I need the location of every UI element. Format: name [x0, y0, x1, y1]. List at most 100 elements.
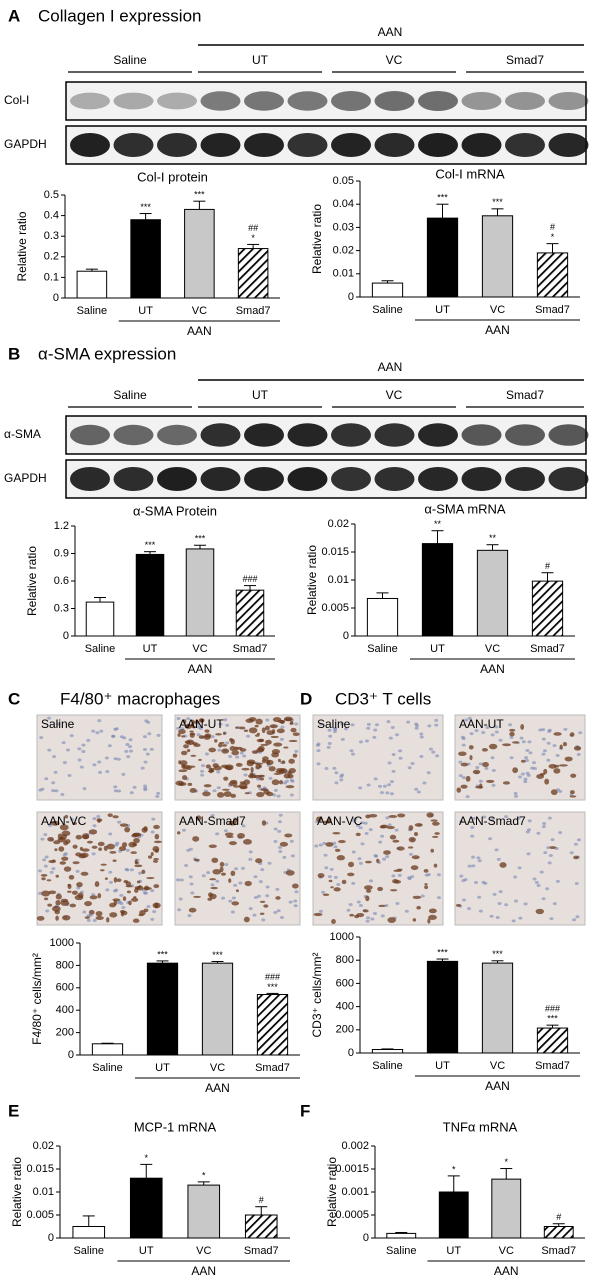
stain: [416, 905, 421, 910]
stain: [281, 760, 286, 765]
stain: [266, 730, 275, 736]
stain: [569, 732, 575, 737]
stain: [386, 825, 395, 830]
nucleus: [531, 761, 536, 765]
nucleus: [391, 769, 396, 773]
y-tick-label: 0: [363, 1232, 369, 1244]
nucleus: [54, 789, 59, 793]
nucleus: [117, 820, 122, 824]
nucleus: [265, 885, 270, 889]
x-tick-label: Smad7: [535, 304, 570, 316]
nucleus: [527, 740, 532, 744]
stain: [179, 760, 188, 766]
chart-title: Col-I protein: [137, 169, 208, 184]
stain: [192, 836, 200, 842]
nucleus: [243, 773, 248, 777]
x-tick-label: Saline: [386, 1245, 417, 1257]
nucleus: [555, 879, 560, 883]
nucleus: [358, 861, 363, 865]
nucleus: [143, 788, 148, 792]
panel-letter: A: [8, 6, 20, 25]
stain: [202, 791, 211, 797]
x-tick-label: Smad7: [535, 1060, 570, 1072]
panel-heading: CD3⁺ T cells: [335, 689, 431, 708]
group-label: UT: [252, 388, 269, 402]
stain: [333, 887, 341, 892]
x-tick-label: UT: [446, 1245, 461, 1257]
significance: ***: [437, 947, 448, 957]
stain: [62, 914, 71, 921]
nucleus: [184, 863, 189, 867]
nucleus: [215, 879, 220, 883]
blot-band: [505, 92, 545, 110]
stain: [224, 832, 234, 837]
stain: [186, 723, 190, 729]
stain: [262, 756, 269, 762]
x-tick-label: VC: [192, 305, 207, 317]
y-tick-label: 0.2: [44, 251, 59, 263]
x-tick-label: Saline: [73, 1245, 104, 1257]
stain: [67, 884, 72, 890]
nucleus: [176, 716, 181, 720]
bar: [421, 543, 454, 637]
stain: [235, 726, 239, 729]
y-tick-label: 0.02: [33, 1140, 54, 1152]
stain: [132, 832, 141, 837]
stain: [238, 783, 248, 789]
stain: [48, 890, 57, 895]
stain: [255, 858, 263, 864]
stain: [347, 861, 355, 868]
stain: [280, 768, 288, 774]
nucleus: [273, 827, 278, 831]
stain: [109, 902, 116, 908]
y-tick-label: 0.01: [33, 1186, 54, 1198]
stain: [222, 732, 226, 735]
stain: [80, 852, 89, 858]
stain: [569, 790, 575, 795]
nucleus: [496, 857, 501, 861]
stain: [235, 889, 239, 893]
stain: [263, 904, 269, 908]
nucleus: [471, 816, 476, 820]
nucleus: [248, 907, 253, 911]
nucleus: [75, 869, 80, 873]
blot-band: [70, 133, 110, 157]
nucleus: [340, 722, 345, 726]
y-tick-label: 0: [348, 1047, 354, 1059]
nucleus: [388, 736, 393, 740]
significance: *: [452, 1164, 456, 1174]
nucleus: [125, 848, 130, 852]
nucleus: [471, 855, 476, 859]
stain: [63, 841, 69, 846]
x-tick-label: VC: [485, 643, 500, 655]
stain: [141, 869, 146, 875]
nucleus: [216, 770, 221, 774]
significance: #: [545, 561, 550, 571]
nucleus: [282, 781, 287, 785]
stain: [221, 788, 230, 791]
stain: [230, 793, 237, 798]
nucleus: [200, 769, 205, 773]
blot-band: [505, 133, 545, 157]
nucleus: [521, 740, 526, 744]
blot-band: [374, 423, 415, 447]
nucleus: [200, 773, 205, 777]
stain: [250, 761, 256, 764]
nucleus: [426, 873, 431, 877]
stain: [198, 735, 205, 739]
nucleus: [351, 850, 356, 854]
nucleus: [216, 786, 221, 790]
nucleus: [495, 916, 500, 920]
blot-band: [244, 423, 284, 447]
nucleus: [390, 725, 395, 729]
nucleus: [273, 840, 278, 844]
nucleus: [126, 755, 131, 759]
group-header: AAN: [378, 360, 403, 374]
stain: [55, 915, 59, 921]
stain: [55, 899, 61, 906]
nucleus: [513, 899, 518, 903]
stain: [261, 727, 266, 734]
stain: [51, 905, 61, 912]
nucleus: [366, 916, 371, 920]
stain: [397, 813, 406, 818]
